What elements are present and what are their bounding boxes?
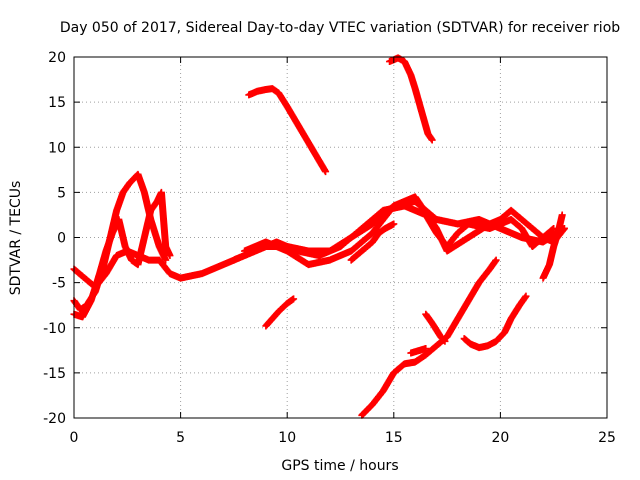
series-track-n — [347, 220, 398, 264]
y-tick-label: -5 — [52, 276, 66, 292]
x-tick-label: 15 — [385, 430, 403, 446]
data-series — [70, 54, 568, 419]
series-markers — [347, 220, 398, 264]
y-axis-label: SDTVAR / TECUs — [8, 181, 24, 296]
x-axis-label: GPS time / hours — [281, 458, 398, 474]
series-track-k — [422, 310, 449, 345]
y-tick-label: 15 — [48, 95, 66, 111]
series-track-h — [262, 295, 298, 330]
y-tick-label: 20 — [48, 50, 66, 66]
series-track-m — [539, 211, 566, 282]
series-track-l — [460, 292, 530, 352]
series-markers — [245, 85, 330, 176]
x-tick-label: 25 — [598, 430, 616, 446]
series-track-j — [407, 345, 430, 357]
series-track-e — [241, 193, 568, 269]
y-tick-label: 0 — [57, 231, 66, 247]
y-tick-label: -15 — [43, 366, 66, 382]
series-markers — [262, 295, 298, 330]
x-tick-label: 10 — [278, 430, 296, 446]
x-tick-label: 0 — [70, 430, 79, 446]
y-tick-label: -20 — [43, 411, 66, 427]
series-markers — [460, 292, 530, 352]
series-markers — [422, 310, 449, 345]
series-track-g — [386, 54, 436, 144]
series-markers — [386, 54, 436, 144]
y-tick-label: -10 — [43, 321, 66, 337]
x-tick-label: 20 — [491, 430, 509, 446]
series-markers — [241, 193, 568, 269]
x-tick-label: 5 — [176, 430, 185, 446]
series-markers — [539, 211, 566, 282]
series-track-f — [245, 85, 330, 176]
axis-ticks: 0 5 10 15 20 25 -20 -15 -10 -5 0 5 10 15 20 — [43, 50, 616, 446]
y-tick-label: 5 — [57, 185, 66, 201]
y-tick-label: 10 — [48, 140, 66, 156]
chart-title: Day 050 of 2017, Sidereal Day-to-day VTE… — [60, 20, 620, 36]
series-markers — [407, 345, 430, 357]
